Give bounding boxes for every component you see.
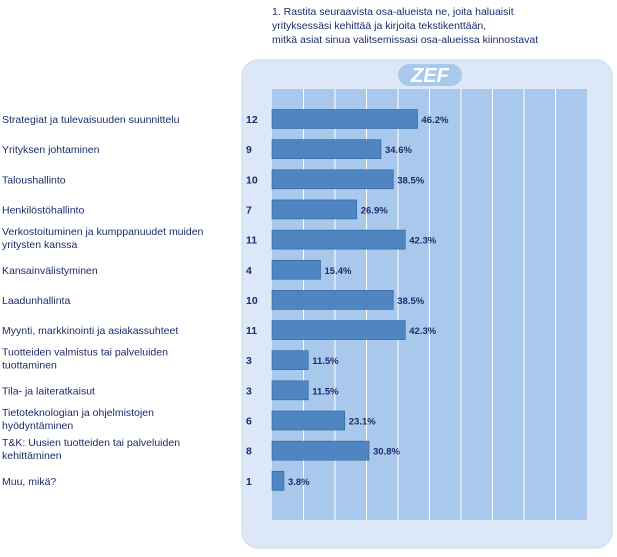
count-label: 12 <box>246 114 258 126</box>
bar <box>271 440 370 461</box>
value-label: 46.2% <box>422 115 449 126</box>
bar <box>271 169 394 190</box>
value-label: 26.9% <box>361 205 388 216</box>
count-labels: 12 9 10 7 11 4 10 11 3 3 6 8 1 <box>246 114 258 488</box>
category-label: Yrityksen johtaminen <box>2 144 100 156</box>
category-label: Kansainvälistyminen <box>2 265 98 277</box>
bar <box>271 320 406 340</box>
bar <box>271 350 309 371</box>
category-label: Tietoteknologian ja ohjelmistojen hyödynt… <box>2 407 154 432</box>
count-label: 8 <box>246 446 252 458</box>
bar <box>271 139 382 159</box>
category-label: Verkostoituminen ja kumppanuudet muiden y… <box>2 226 204 251</box>
value-label: 3.8% <box>288 477 310 488</box>
value-label: 38.5% <box>397 296 424 307</box>
bar <box>271 109 418 129</box>
count-label: 11 <box>246 235 257 247</box>
count-label: 7 <box>246 204 252 216</box>
bar <box>271 380 309 401</box>
category-label: Myynti, markkinointi ja asiakassuhteet <box>2 325 178 337</box>
count-label: 3 <box>246 385 252 397</box>
count-label: 9 <box>246 144 252 156</box>
category-label: Tila- ja laiteratkaisut <box>2 385 95 397</box>
value-label: 11.5% <box>312 356 339 367</box>
category-label: Tuotteiden valmistus tai palveluiden tuot… <box>2 347 168 372</box>
bar <box>271 259 321 280</box>
value-label: 15.4% <box>325 266 352 277</box>
value-label: 38.5% <box>397 175 424 186</box>
value-labels: 46.2% 34.6% 38.5% 26.9% 42.3% 15.4% 38.5% 42.3%… <box>288 115 449 488</box>
count-label: 1 <box>246 476 252 488</box>
count-label: 6 <box>246 416 252 428</box>
count-label: 11 <box>246 325 257 337</box>
value-label: 11.5% <box>312 386 339 397</box>
count-label: 10 <box>246 295 258 307</box>
category-label: Taloushallinto <box>2 174 66 186</box>
category-labels: Strategiat ja tulevaisuuden suunnittelu Y… <box>2 114 204 488</box>
bar <box>271 229 406 250</box>
value-label: 34.6% <box>385 145 412 156</box>
category-label: Henkilöstöhallinto <box>2 204 84 216</box>
bars <box>271 109 418 491</box>
bar <box>271 290 394 310</box>
count-label: 10 <box>246 174 258 186</box>
question-text: 1. Rastita seuraavista osa-alueista ne, … <box>272 6 539 46</box>
bar <box>271 470 285 491</box>
category-label: Strategiat ja tulevaisuuden suunnittelu <box>2 114 180 126</box>
value-label: 42.3% <box>409 326 436 337</box>
category-label: Muu, mikä? <box>2 476 56 488</box>
zef-logo-badge <box>398 64 462 86</box>
value-label: 23.1% <box>349 417 376 428</box>
value-label: 30.8% <box>373 447 400 458</box>
zef-logo: ZEF <box>398 64 462 87</box>
bar <box>271 410 346 431</box>
value-label: 42.3% <box>409 236 436 247</box>
category-label: Laadunhallinta <box>2 295 70 307</box>
count-label: 4 <box>246 265 252 277</box>
zef-logo-text: ZEF <box>410 65 450 87</box>
bar <box>271 199 358 220</box>
category-label: T&K: Uusien tuotteiden tai palveluiden ke… <box>2 437 180 462</box>
count-label: 3 <box>246 355 252 367</box>
